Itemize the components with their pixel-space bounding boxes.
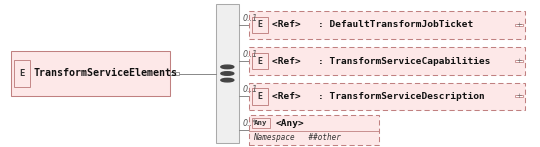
Text: <Any>: <Any>: [275, 118, 304, 128]
FancyBboxPatch shape: [515, 60, 523, 62]
FancyBboxPatch shape: [170, 72, 179, 75]
Text: 0..1: 0..1: [243, 50, 258, 59]
FancyBboxPatch shape: [249, 83, 525, 110]
Text: <Ref>   : TransformServiceDescription: <Ref> : TransformServiceDescription: [272, 92, 485, 101]
FancyBboxPatch shape: [216, 4, 239, 143]
FancyBboxPatch shape: [11, 51, 170, 96]
FancyBboxPatch shape: [249, 11, 525, 39]
Text: E: E: [258, 92, 263, 101]
Text: Namespace   ##other: Namespace ##other: [253, 133, 341, 142]
Text: TransformServiceElements: TransformServiceElements: [33, 69, 178, 78]
Text: 0..1: 0..1: [243, 85, 258, 94]
Text: 0..*: 0..*: [243, 119, 257, 128]
FancyBboxPatch shape: [252, 88, 268, 105]
Circle shape: [221, 65, 234, 69]
FancyBboxPatch shape: [515, 24, 523, 26]
Text: E: E: [258, 56, 263, 66]
Text: +: +: [516, 93, 522, 99]
Text: <Ref>   : TransformServiceCapabilities: <Ref> : TransformServiceCapabilities: [272, 56, 491, 66]
Text: +: +: [516, 22, 522, 28]
Text: E: E: [258, 20, 263, 30]
FancyBboxPatch shape: [252, 53, 268, 69]
Circle shape: [221, 72, 234, 75]
Text: Any: Any: [254, 120, 268, 126]
FancyBboxPatch shape: [252, 17, 268, 33]
Circle shape: [221, 78, 234, 82]
Text: +: +: [516, 58, 522, 64]
FancyBboxPatch shape: [14, 60, 30, 87]
Text: E: E: [19, 69, 24, 78]
FancyBboxPatch shape: [252, 118, 270, 128]
FancyBboxPatch shape: [249, 115, 379, 145]
FancyBboxPatch shape: [515, 95, 523, 97]
FancyBboxPatch shape: [249, 47, 525, 75]
Text: 0..1: 0..1: [243, 14, 258, 23]
Text: <Ref>   : DefaultTransformJobTicket: <Ref> : DefaultTransformJobTicket: [272, 20, 474, 30]
